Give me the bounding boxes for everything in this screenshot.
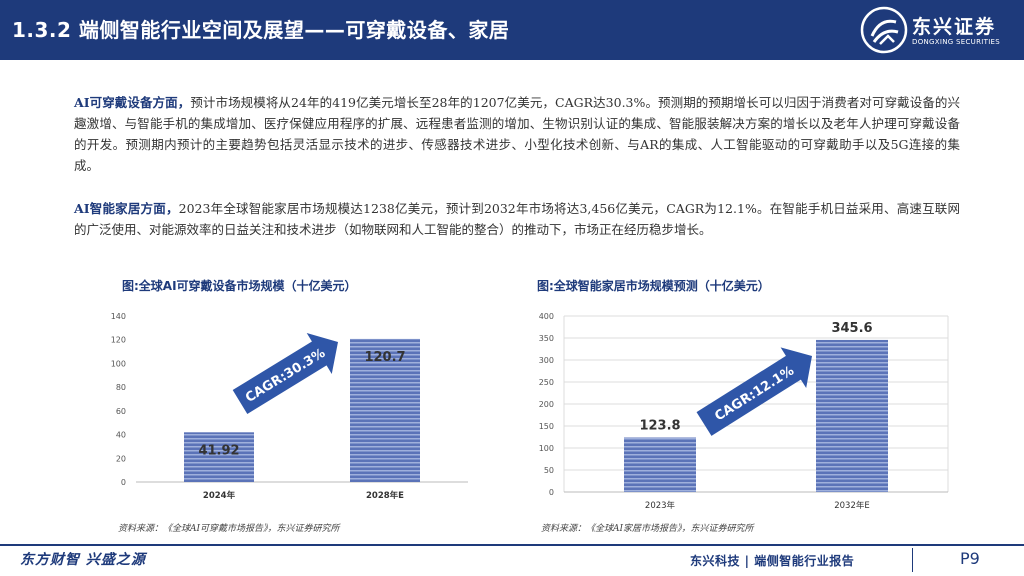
cagr-arrow-shape (232, 333, 339, 414)
header-bar: 1.3.2 端侧智能行业空间及展望——可穿戴设备、家居 东兴证券 DONGXIN… (0, 0, 1024, 60)
cagr-label: CAGR:12.1% (712, 363, 797, 424)
x-tick-label: 2024年 (203, 490, 236, 501)
paragraph-text: 预计市场规模将从24年的419亿美元增长至28年的1207亿美元，CAGR达30… (74, 95, 960, 173)
footer-slogan: 东方财智 兴盛之源 (20, 552, 146, 568)
chart-source-note: 资料来源：《全球AI家居市场报告》，东兴证券研究所 (541, 524, 754, 534)
bar (624, 437, 696, 492)
wearables-bar-chart: 0 20 40 60 80 100 120 140 2024年 41.92 2028年E 120.7 C… (111, 312, 468, 501)
logo-name: 东兴证券 (912, 16, 997, 38)
footer-divider (0, 544, 1024, 546)
paragraph-text: 2023年全球智能家居市场规模达1238亿美元，预计到2032年市场将达3,45… (74, 201, 961, 237)
cagr-arrow: CAGR:30.3% (232, 333, 339, 414)
bar (184, 432, 254, 482)
cagr-arrow-shape (696, 347, 813, 436)
y-tick-label: 120 (111, 336, 126, 345)
data-label: 120.7 (364, 350, 405, 365)
footer-separator (912, 548, 913, 572)
paragraph-wearables: AI可穿戴设备方面，预计市场规模将从24年的419亿美元增长至28年的1207亿… (74, 92, 960, 176)
x-tick-label: 2032年E (834, 500, 870, 511)
y-tick-label: 100 (539, 444, 554, 453)
y-tick-label: 140 (111, 312, 126, 321)
chart-title-smart-home: 图:全球智能家居市场规模预测（十亿美元） (537, 279, 770, 293)
x-tick-label: 2023年 (645, 500, 676, 511)
y-tick-label: 100 (111, 359, 126, 368)
page-number: P9 (960, 549, 980, 568)
bar (816, 339, 888, 492)
y-tick-label: 200 (539, 400, 554, 409)
y-tick-label: 20 (116, 454, 126, 463)
paragraph-lead: AI智能家居方面， (74, 201, 179, 216)
cagr-label: CAGR:30.3% (243, 346, 328, 406)
logo-mark-icon (860, 6, 908, 54)
paragraph-lead: AI可穿戴设备方面， (74, 95, 191, 110)
chart-source-note: 资料来源：《全球AI可穿戴市场报告》，东兴证券研究所 (118, 524, 340, 534)
cagr-arrow: CAGR:12.1% (696, 347, 813, 436)
y-tick-label: 250 (539, 378, 554, 387)
chart-title-wearables: 图:全球AI可穿戴设备市场规模（十亿美元） (122, 279, 357, 293)
y-tick-label: 60 (116, 407, 126, 416)
y-tick-label: 400 (539, 312, 554, 321)
footer-report-name: 东兴科技 | 端侧智能行业报告 (690, 554, 855, 568)
y-tick-label: 300 (539, 356, 554, 365)
y-tick-label: 50 (544, 466, 554, 475)
y-tick-label: 80 (116, 383, 126, 392)
data-label: 345.6 (831, 321, 872, 336)
y-tick-label: 150 (539, 422, 554, 431)
page-title: 1.3.2 端侧智能行业空间及展望——可穿戴设备、家居 (12, 18, 510, 42)
y-tick-label: 0 (549, 488, 554, 497)
y-tick-label: 0 (121, 478, 126, 487)
smart-home-bar-chart: 0 50 100 150 200 250 300 350 400 2023年 123.8 2032年E… (539, 312, 949, 511)
y-tick-label: 40 (116, 431, 126, 440)
x-tick-label: 2028年E (366, 490, 404, 501)
logo-subtitle: DONGXING SECURITIES (912, 38, 1001, 46)
company-logo: 东兴证券 DONGXING SECURITIES (860, 4, 1020, 56)
data-label: 123.8 (639, 419, 680, 434)
data-label: 41.92 (198, 443, 239, 458)
bar (350, 338, 420, 482)
y-tick-label: 350 (539, 334, 554, 343)
paragraph-smart-home: AI智能家居方面，2023年全球智能家居市场规模达1238亿美元，预计到2032… (74, 198, 960, 240)
